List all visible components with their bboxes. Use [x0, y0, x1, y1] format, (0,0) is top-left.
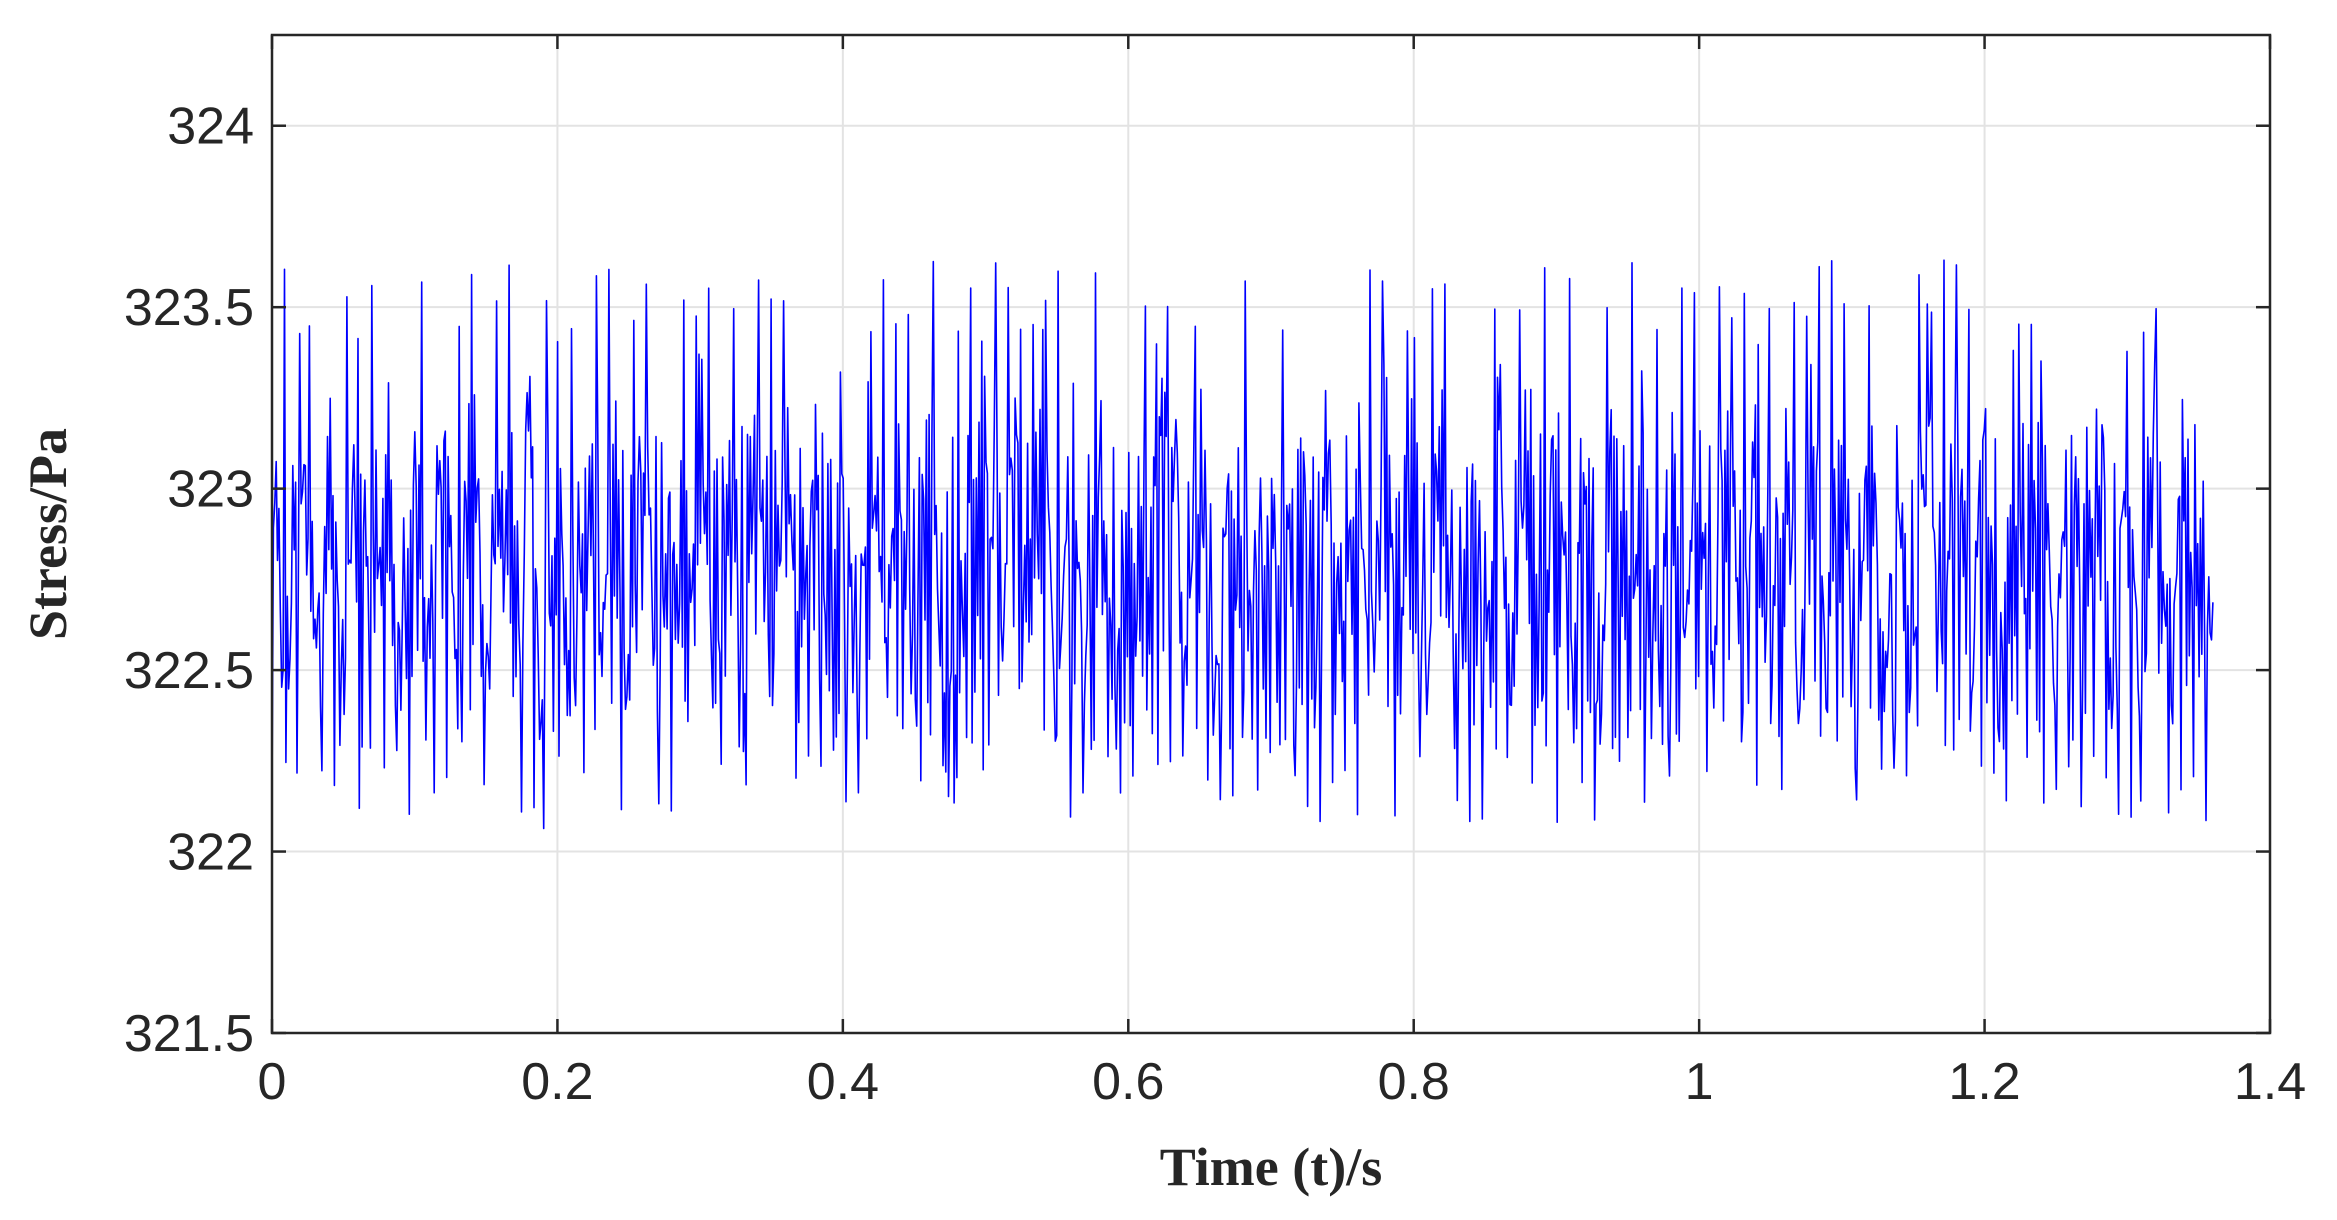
axes-frame	[270, 33, 2272, 1035]
x-axis-label: Time (t)/s	[1160, 1137, 1382, 1197]
x-tick-label: 0.2	[521, 1053, 593, 1111]
y-tick-label: 323.5	[124, 279, 254, 337]
tick-marks	[270, 35, 2272, 1035]
x-tick-label: 0.8	[1378, 1053, 1450, 1111]
x-tick-label: 1.2	[1948, 1053, 2020, 1111]
x-tick-label: 0	[258, 1053, 287, 1111]
y-tick-label: 321.5	[124, 1005, 254, 1063]
y-tick-labels: 321.5 322 322.5 323 323.5 324	[124, 98, 254, 1063]
y-tick-label: 323	[167, 461, 254, 519]
y-axis-label: Stress/Pa	[18, 428, 78, 640]
x-tick-label: 0.6	[1092, 1053, 1164, 1111]
y-tick-label: 322	[167, 824, 254, 882]
y-tick-label: 322.5	[124, 642, 254, 700]
x-tick-label: 1.4	[2234, 1053, 2306, 1111]
x-tick-labels: 0 0.2 0.4 0.6 0.8 1 1.2 1.4	[258, 1053, 2307, 1111]
x-tick-label: 1	[1685, 1053, 1714, 1111]
plot-series	[271, 259, 2214, 830]
y-tick-label: 324	[167, 98, 254, 156]
x-tick-label: 0.4	[807, 1053, 879, 1111]
series-line	[271, 259, 2214, 830]
